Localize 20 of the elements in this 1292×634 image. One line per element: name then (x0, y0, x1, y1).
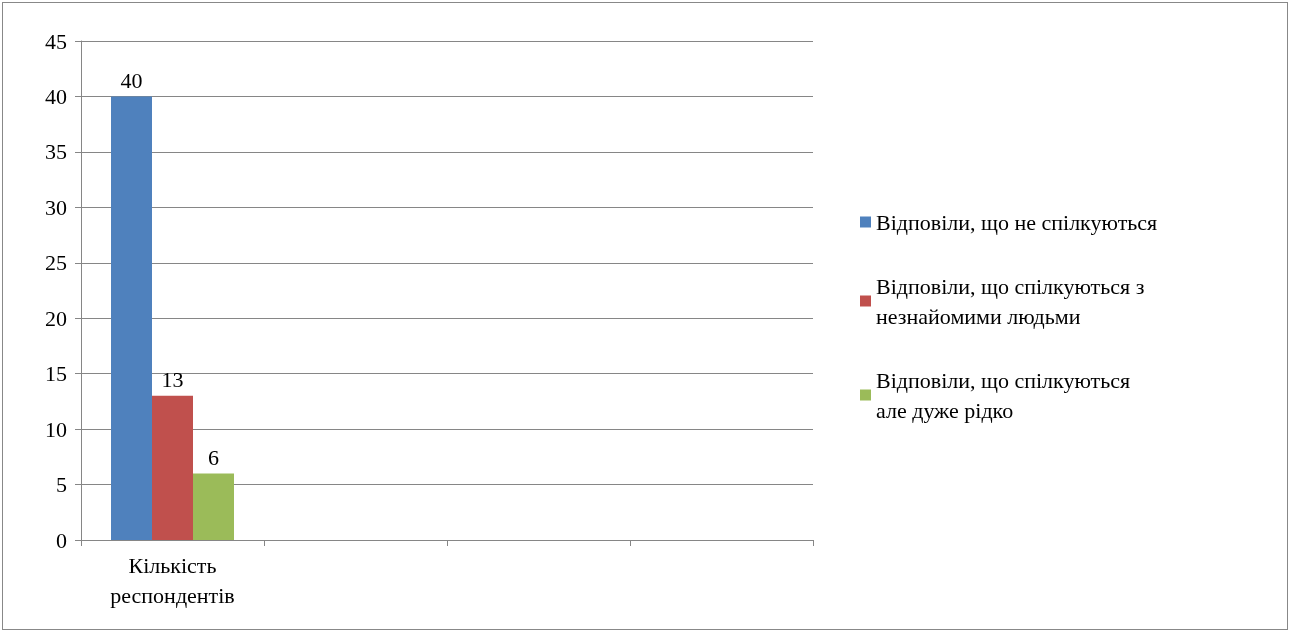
data-label: 6 (208, 444, 219, 470)
y-tick-label: 30 (45, 194, 67, 220)
y-tick-label: 10 (45, 416, 67, 442)
y-tick-label: 15 (45, 361, 67, 387)
bar (193, 473, 234, 540)
x-tick-label: Кількість респондентів (110, 552, 235, 608)
legend-label: Відповіли, що не спілкуються (876, 209, 1158, 235)
bar (152, 395, 193, 540)
y-tick-label: 35 (45, 139, 67, 165)
y-tick-label: 5 (56, 472, 67, 498)
y-tick-label: 45 (45, 28, 67, 54)
y-tick-label: 40 (45, 83, 67, 109)
data-label: 13 (161, 367, 184, 393)
y-tick-label: 20 (45, 305, 67, 331)
legend-label: Відповіли, що спілкуються з незнайомими людьми (876, 273, 1150, 329)
y-tick-label: 0 (56, 527, 67, 553)
bar (111, 96, 152, 540)
legend-label: Відповіли, що спілкуються але дуже рідко (876, 367, 1136, 423)
data-label: 40 (120, 67, 143, 93)
y-tick-label: 25 (45, 250, 67, 276)
